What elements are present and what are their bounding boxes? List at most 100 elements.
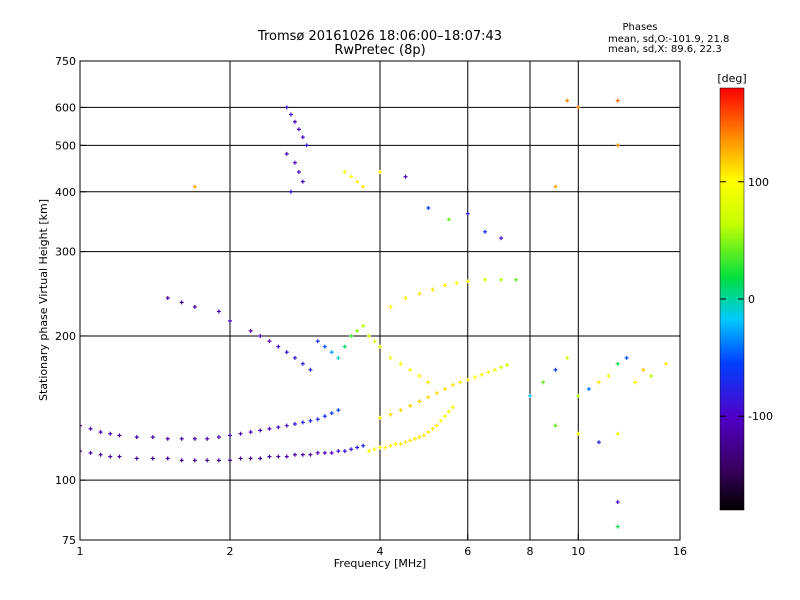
data-point	[300, 420, 305, 425]
data-point	[426, 205, 431, 210]
data-point	[398, 441, 403, 446]
colorbar-label: [deg]	[717, 72, 746, 85]
data-point	[98, 452, 103, 457]
data-point	[408, 438, 413, 443]
x-tick-label: 10	[571, 545, 585, 558]
data-point	[615, 98, 620, 103]
data-point	[296, 127, 301, 132]
data-point	[458, 380, 463, 385]
x-tick-label: 1	[77, 545, 84, 558]
phase-notes-o: mean, sd,O:-101.9, 21.8	[608, 34, 729, 45]
data-point	[398, 408, 403, 413]
data-point	[284, 454, 289, 459]
data-point	[88, 426, 93, 431]
data-point	[615, 431, 620, 436]
data-point	[342, 169, 347, 174]
data-point	[576, 393, 581, 398]
data-point	[342, 344, 347, 349]
x-axis-label: Frequency [MHz]	[334, 557, 426, 570]
data-point	[165, 436, 170, 441]
data-point	[499, 277, 504, 282]
data-point	[388, 412, 393, 417]
x-tick-label: 2	[227, 545, 234, 558]
data-point	[216, 458, 221, 463]
data-point	[615, 524, 620, 529]
data-point	[388, 355, 393, 360]
data-point	[372, 339, 377, 344]
data-point	[388, 443, 393, 448]
data-point	[108, 431, 113, 436]
data-point	[228, 433, 232, 438]
data-point	[438, 418, 443, 423]
data-point	[248, 430, 253, 435]
data-point	[336, 355, 341, 360]
data-point	[322, 450, 327, 455]
colorbar-tick-label: 0	[748, 293, 755, 306]
data-point	[649, 373, 654, 378]
data-point	[296, 169, 301, 174]
data-point	[398, 361, 403, 366]
data-point	[426, 430, 431, 435]
data-point	[308, 367, 313, 372]
y-axis: 75 100 200 300 400 500 600 750	[55, 55, 86, 547]
data-point	[150, 456, 155, 461]
colorbar-tick-label: 100	[748, 176, 769, 189]
data-point	[479, 372, 484, 377]
data-point	[446, 409, 451, 414]
data-point	[446, 217, 451, 222]
data-point	[315, 339, 320, 344]
data-point	[216, 309, 221, 314]
data-point	[355, 179, 360, 184]
colorbar-tick-label: -100	[748, 410, 773, 423]
data-point	[492, 367, 497, 372]
phase-notes-heading: Phases	[622, 22, 657, 33]
y-tick-label: 300	[55, 246, 76, 259]
data-point	[329, 350, 334, 355]
data-point	[216, 435, 221, 440]
data-point	[192, 304, 197, 309]
data-point	[292, 452, 297, 457]
data-point	[576, 431, 581, 436]
data-point	[336, 449, 341, 454]
data-point	[342, 449, 347, 454]
data-point	[315, 450, 320, 455]
data-point	[238, 456, 243, 461]
data-point	[238, 431, 243, 436]
data-point	[426, 380, 431, 385]
data-point	[361, 184, 366, 189]
data-point	[596, 380, 601, 385]
data-point	[322, 414, 327, 419]
x-tick-label: 8	[527, 545, 534, 558]
data-point	[565, 355, 570, 360]
data-point	[267, 454, 272, 459]
data-point	[412, 436, 417, 441]
data-point	[383, 445, 388, 450]
data-point	[355, 445, 360, 450]
data-point	[664, 361, 669, 366]
phase-notes-x: mean, sd,X: 89.6, 22.3	[608, 44, 722, 55]
data-point	[378, 415, 382, 420]
data-point	[553, 184, 558, 189]
data-point	[624, 355, 629, 360]
data-point	[565, 98, 570, 103]
data-point	[483, 277, 488, 282]
data-point	[442, 386, 447, 391]
data-point	[134, 435, 139, 440]
data-point	[417, 435, 422, 440]
data-point	[361, 443, 366, 448]
data-point	[465, 279, 470, 284]
data-point	[366, 333, 371, 338]
y-tick-label: 400	[55, 186, 76, 199]
data-point	[304, 143, 309, 148]
data-point	[300, 179, 305, 184]
data-point	[434, 391, 439, 396]
data-point	[366, 449, 371, 454]
data-point	[80, 423, 82, 428]
data-point	[284, 151, 289, 156]
data-point	[421, 433, 426, 438]
data-point	[267, 339, 272, 344]
data-point	[80, 449, 82, 454]
data-point	[483, 229, 488, 234]
data-point	[108, 454, 113, 459]
data-point	[288, 189, 293, 194]
